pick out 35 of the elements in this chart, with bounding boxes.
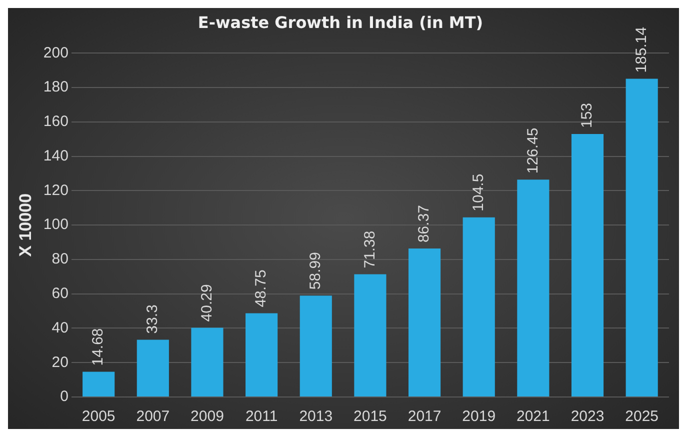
- x-tick-label: 2025: [625, 408, 659, 426]
- y-tick-label: 180: [43, 78, 68, 96]
- data-label: 58.99: [307, 252, 324, 290]
- x-tick-label: 2005: [82, 408, 116, 426]
- x-tick-label: 2015: [354, 408, 387, 426]
- data-label: 40.29: [198, 284, 216, 322]
- data-label: 185.14: [632, 26, 650, 73]
- x-tick-label: 2019: [462, 408, 496, 426]
- y-tick-label: 60: [52, 285, 68, 302]
- y-tick-label: 120: [43, 182, 68, 199]
- y-tick-label: 200: [43, 44, 68, 62]
- x-tick-label: 2013: [299, 408, 333, 426]
- data-label: 86.37: [416, 204, 433, 243]
- x-tick-label: 2021: [516, 408, 550, 426]
- x-tick-label: 2007: [136, 408, 170, 426]
- data-label: 33.3: [144, 304, 162, 334]
- data-label: 48.75: [252, 270, 270, 308]
- x-tick-label: 2017: [408, 408, 442, 426]
- data-label: 71.38: [361, 230, 378, 268]
- y-tick-label: 160: [43, 113, 68, 130]
- y-tick-label: 80: [52, 250, 68, 268]
- y-tick-label: 0: [60, 388, 68, 406]
- y-tick-label: 140: [43, 147, 68, 164]
- y-tick-label: 20: [52, 354, 68, 371]
- y-tick-label: 100: [43, 216, 68, 234]
- chart-title: E-waste Growth in India (in MT): [198, 12, 484, 32]
- data-label: 153: [578, 102, 596, 128]
- data-label: 126.45: [524, 128, 542, 174]
- x-tick-label: 2011: [245, 408, 278, 426]
- x-tick-label: 2009: [190, 408, 224, 426]
- x-tick-label: 2023: [570, 408, 604, 426]
- data-label: 104.5: [470, 174, 488, 212]
- data-label: 14.68: [90, 328, 107, 366]
- y-tick-label: 40: [52, 319, 68, 336]
- y-axis-title: X 10000: [16, 193, 35, 257]
